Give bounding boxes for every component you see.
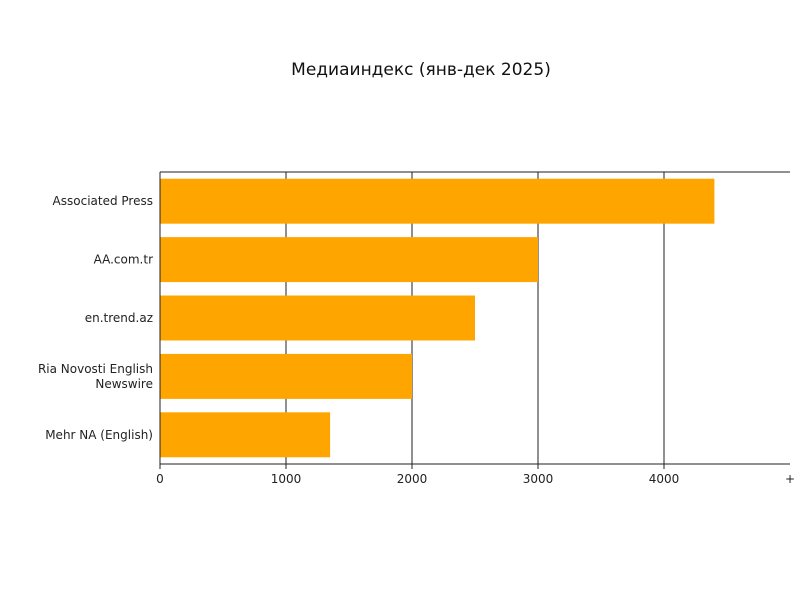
x-tick-label-1000: 1000: [271, 472, 302, 486]
bars: [160, 178, 715, 458]
category-label-associated-press: Associated Press: [53, 194, 153, 208]
x-tick-label-4000: 4000: [649, 472, 680, 486]
chart-title: Медиаиндекс (янв-дек 2025): [291, 60, 551, 80]
x-tick-label-0: 0: [156, 472, 164, 486]
bar-aa-com-tr: [160, 237, 538, 283]
x-tick-labels: 0 1000 2000 3000 4000 +: [156, 464, 795, 486]
category-label-line: Ria Novosti English: [38, 362, 153, 376]
bar-associated-press: [160, 178, 715, 224]
category-label-ria-novosti-english-newswire: Ria Novosti English Newswire: [38, 362, 153, 391]
bar-ria-novosti-english-newswire: [160, 353, 412, 399]
category-label-line: en.trend.az: [85, 311, 153, 325]
category-label-aa-com-tr: AA.com.tr: [94, 253, 154, 267]
category-label-mehr-na-english: Mehr NA (English): [45, 428, 153, 442]
category-label-line: Associated Press: [53, 194, 153, 208]
category-label-line: AA.com.tr: [94, 253, 154, 267]
x-tick-label-2000: 2000: [397, 472, 428, 486]
bar-en-trend-az: [160, 295, 475, 341]
bar-mehr-na-english: [160, 412, 331, 458]
category-label-line: Mehr NA (English): [45, 428, 153, 442]
category-labels: Associated Press AA.com.tr en.trend.az Ria …: [38, 194, 153, 442]
category-label-line: Newswire: [95, 377, 153, 391]
axes: [159, 171, 790, 465]
x-tick-label-3000: 3000: [523, 472, 554, 486]
x-axis-edge-marker: +: [785, 472, 795, 486]
category-label-en-trend-az: en.trend.az: [85, 311, 153, 325]
